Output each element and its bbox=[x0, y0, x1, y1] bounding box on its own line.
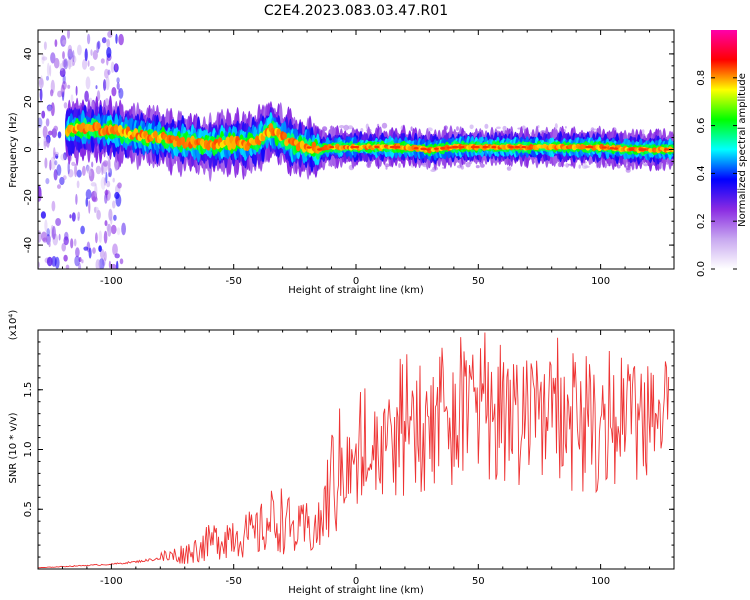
x-tick-label: 0 bbox=[353, 576, 359, 587]
figure-title: C2E4.2023.083.03.47.R01 bbox=[264, 3, 448, 19]
x-tick-label: -50 bbox=[226, 576, 242, 587]
colorbar: 0.0 0.2 0.4 0.6 0.8 Normalized spectral ampl… bbox=[696, 30, 748, 277]
spectrogram-x-ticks: -100 -50 0 50 100 bbox=[37, 30, 675, 287]
snr-x-ticks: -100 -50 0 50 100 bbox=[37, 330, 675, 587]
x-tick-label: -100 bbox=[100, 276, 123, 287]
colorbar-tick-label: 0.6 bbox=[696, 118, 707, 134]
x-tick-label: -100 bbox=[100, 576, 123, 587]
colorbar-tick-label: 0.4 bbox=[696, 165, 707, 181]
colorbar-gradient bbox=[711, 30, 737, 269]
snr-y-axis-label: SNR (10 * v/v) bbox=[8, 412, 19, 483]
snr-x-axis-label: Height of straight line (km) bbox=[288, 585, 424, 596]
spectrogram-y-axis-label: Frequency (Hz) bbox=[8, 112, 19, 188]
y-tick-label: 20 bbox=[23, 95, 34, 108]
spectrogram-y-ticks: -40 -20 0 20 40 bbox=[23, 29, 674, 270]
x-tick-label: 100 bbox=[591, 576, 610, 587]
spectrogram-heat-layer bbox=[38, 30, 674, 269]
spectrogram-x-axis-label: Height of straight line (km) bbox=[288, 285, 424, 296]
x-tick-label: -50 bbox=[226, 276, 242, 287]
y-tick-label: 0.5 bbox=[23, 501, 34, 517]
y-tick-label: -40 bbox=[23, 237, 34, 253]
snr-y-scale-label: (x10⁴) bbox=[8, 310, 19, 341]
snr-y-ticks: 0.5 1.0 1.5 bbox=[23, 341, 674, 570]
snr-series-line bbox=[38, 332, 670, 569]
y-tick-label: -20 bbox=[23, 189, 34, 205]
x-tick-label: 50 bbox=[472, 276, 485, 287]
snr-line-layer bbox=[38, 332, 670, 569]
y-tick-label: 1.5 bbox=[23, 382, 34, 398]
snr-panel: -100 -50 0 50 100 0.5 1.0 1.5 Height of straig… bbox=[8, 310, 675, 596]
y-tick-label: 1.0 bbox=[23, 442, 34, 458]
colorbar-tick-label: 0.0 bbox=[696, 261, 707, 277]
y-tick-label: 40 bbox=[23, 48, 34, 61]
colorbar-tick-label: 0.2 bbox=[696, 213, 707, 229]
colorbar-label: Normalized spectral amplitude bbox=[737, 73, 748, 227]
x-tick-label: 0 bbox=[353, 276, 359, 287]
colorbar-ticks: 0.0 0.2 0.4 0.6 0.8 bbox=[696, 70, 737, 277]
y-tick-label: 0 bbox=[23, 146, 34, 152]
x-tick-label: 100 bbox=[591, 276, 610, 287]
x-tick-label: 50 bbox=[472, 576, 485, 587]
colorbar-tick-label: 0.8 bbox=[696, 70, 707, 86]
spectrogram-panel: -100 -50 0 50 100 -40 -20 0 20 40 Height of stra… bbox=[8, 29, 675, 296]
